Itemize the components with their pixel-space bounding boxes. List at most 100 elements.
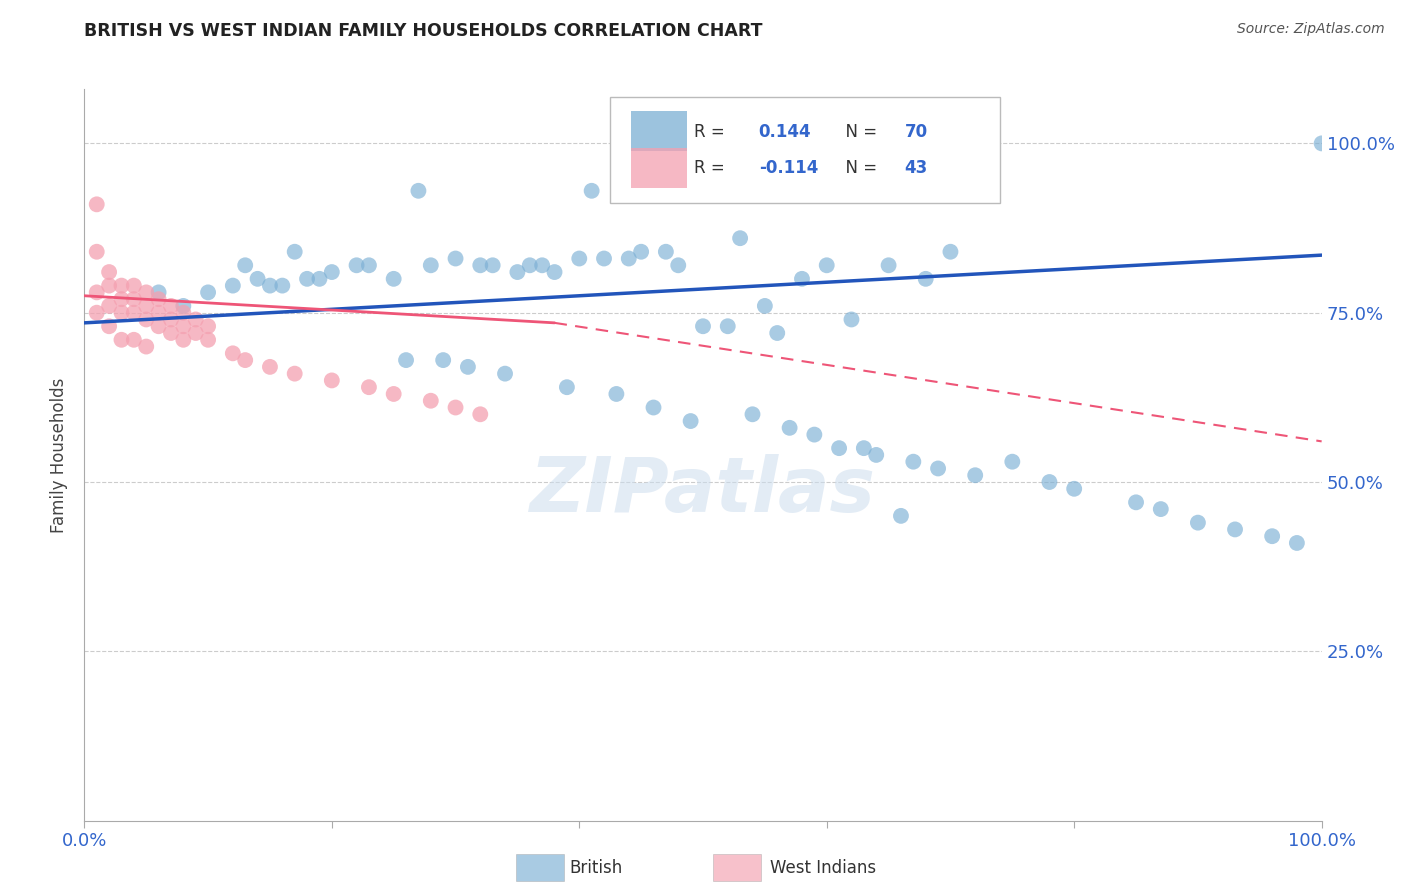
Point	[555, 380, 578, 394]
Point	[444, 252, 467, 266]
Point	[470, 258, 492, 272]
Point	[271, 278, 294, 293]
Point	[630, 244, 652, 259]
Point	[1285, 536, 1308, 550]
Text: ZIPatlas: ZIPatlas	[530, 455, 876, 528]
Point	[382, 387, 405, 401]
Point	[643, 401, 665, 415]
Point	[531, 258, 554, 272]
Text: N =: N =	[835, 122, 883, 141]
Point	[481, 258, 503, 272]
Point	[259, 359, 281, 374]
Text: N =: N =	[835, 159, 883, 178]
Text: R =: R =	[695, 122, 730, 141]
Point	[432, 353, 454, 368]
FancyBboxPatch shape	[631, 112, 688, 152]
Text: West Indians: West Indians	[770, 859, 876, 877]
Point	[903, 455, 925, 469]
Point	[135, 299, 157, 313]
Point	[1063, 482, 1085, 496]
Point	[494, 367, 516, 381]
Point	[172, 299, 194, 313]
Point	[110, 306, 132, 320]
Point	[666, 258, 689, 272]
Point	[110, 292, 132, 306]
Point	[890, 508, 912, 523]
Point	[803, 427, 825, 442]
Text: 43: 43	[904, 159, 928, 178]
Point	[679, 414, 702, 428]
Point	[86, 197, 108, 211]
Point	[160, 299, 183, 313]
Point	[1310, 136, 1333, 151]
Point	[148, 319, 170, 334]
Point	[233, 258, 256, 272]
Point	[852, 441, 875, 455]
Point	[692, 319, 714, 334]
Y-axis label: Family Households: Family Households	[51, 377, 69, 533]
Point	[86, 285, 108, 300]
Point	[222, 346, 245, 360]
Point	[543, 265, 565, 279]
Point	[395, 353, 418, 368]
Point	[408, 184, 430, 198]
Point	[357, 380, 380, 394]
Point	[470, 407, 492, 421]
Point	[382, 272, 405, 286]
FancyBboxPatch shape	[610, 96, 1000, 202]
Point	[160, 326, 183, 340]
Point	[457, 359, 479, 374]
Point	[148, 292, 170, 306]
Point	[122, 306, 145, 320]
Point	[135, 340, 157, 354]
Text: Source: ZipAtlas.com: Source: ZipAtlas.com	[1237, 22, 1385, 37]
Point	[1261, 529, 1284, 543]
Point	[828, 441, 851, 455]
Point	[135, 312, 157, 326]
Point	[790, 272, 813, 286]
Text: BRITISH VS WEST INDIAN FAMILY HOUSEHOLDS CORRELATION CHART: BRITISH VS WEST INDIAN FAMILY HOUSEHOLDS…	[84, 22, 763, 40]
Point	[965, 468, 987, 483]
Point	[110, 278, 132, 293]
Point	[1038, 475, 1060, 489]
Point	[865, 448, 887, 462]
Point	[766, 326, 789, 340]
Point	[321, 265, 343, 279]
Point	[914, 272, 936, 286]
FancyBboxPatch shape	[631, 148, 688, 188]
Point	[172, 333, 194, 347]
Text: -0.114: -0.114	[759, 159, 818, 178]
Point	[246, 272, 269, 286]
Point	[877, 258, 900, 272]
Point	[1001, 455, 1024, 469]
Point	[233, 353, 256, 368]
Point	[568, 252, 591, 266]
Point	[444, 401, 467, 415]
Point	[172, 319, 194, 334]
Point	[655, 244, 678, 259]
Point	[617, 252, 640, 266]
Point	[346, 258, 368, 272]
Point	[717, 319, 740, 334]
Point	[197, 285, 219, 300]
Point	[419, 393, 441, 408]
Point	[197, 333, 219, 347]
Point	[939, 244, 962, 259]
Point	[98, 265, 121, 279]
Point	[259, 278, 281, 293]
Point	[160, 312, 183, 326]
Point	[728, 231, 751, 245]
Point	[86, 244, 108, 259]
Point	[98, 278, 121, 293]
Point	[184, 312, 207, 326]
Point	[519, 258, 541, 272]
Point	[321, 373, 343, 387]
Point	[110, 333, 132, 347]
Point	[754, 299, 776, 313]
Point	[841, 312, 863, 326]
Point	[122, 278, 145, 293]
Point	[506, 265, 529, 279]
Point	[815, 258, 838, 272]
Point	[98, 299, 121, 313]
Text: 70: 70	[904, 122, 928, 141]
